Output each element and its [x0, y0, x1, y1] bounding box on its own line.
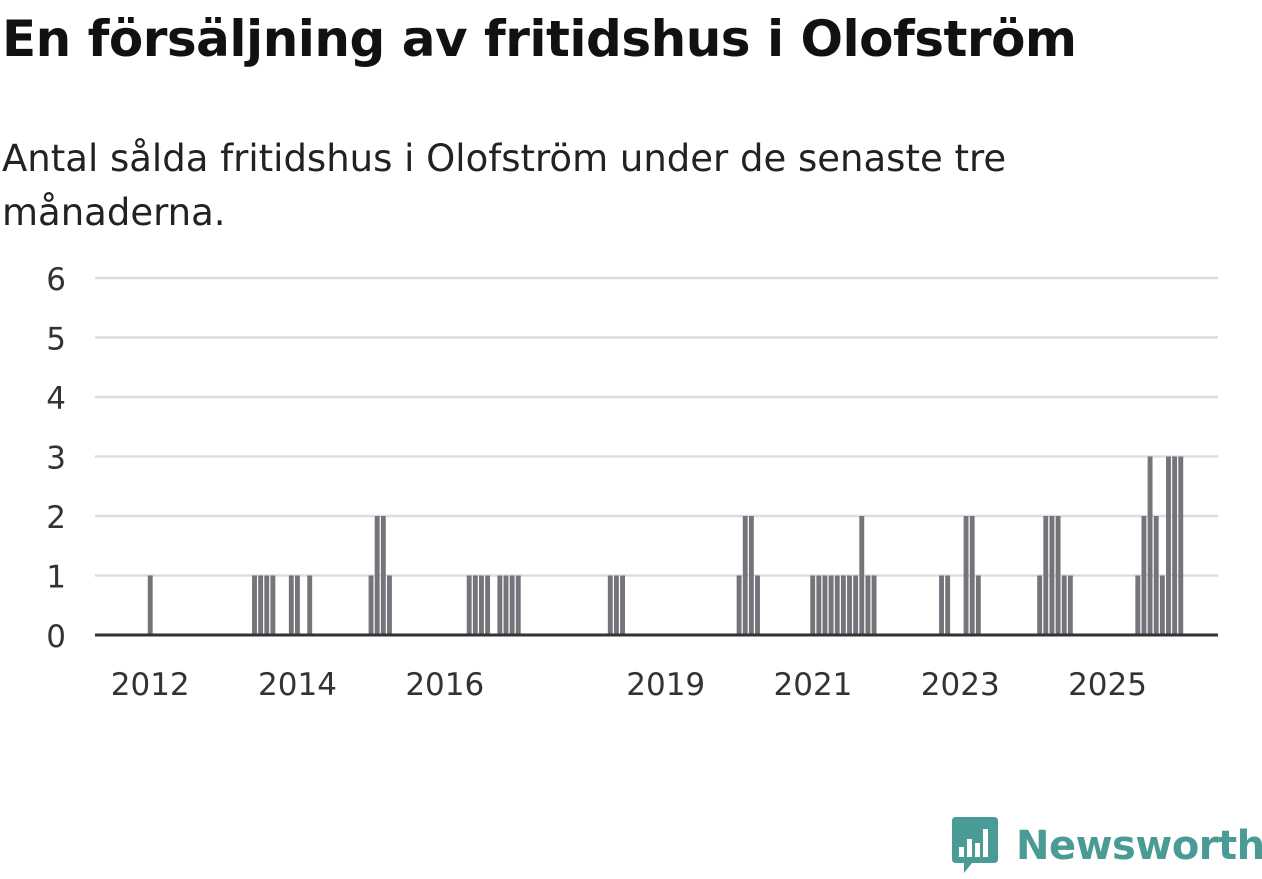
bar [748, 516, 754, 635]
bar [258, 575, 264, 635]
brand-logo: Newsworthy [950, 815, 1262, 877]
bar [939, 575, 944, 635]
bar [975, 575, 981, 635]
bar [472, 575, 478, 635]
bar [1172, 456, 1178, 635]
bar [1159, 575, 1165, 635]
bar [865, 575, 871, 635]
bar [847, 575, 852, 635]
bar [503, 575, 509, 635]
bar [264, 575, 270, 635]
bar [270, 575, 276, 635]
y-tick-label: 3 [46, 441, 66, 477]
bar [374, 516, 380, 635]
brand-name: Newsworthy [1016, 823, 1262, 869]
bar [1055, 516, 1061, 635]
x-tick-label: 2021 [774, 667, 853, 703]
grid-lines [95, 276, 1218, 577]
x-tick-label: 2016 [405, 667, 484, 703]
x-tick-label: 2025 [1068, 667, 1147, 703]
bar [853, 575, 859, 635]
bar-chart: 0 1 2 3 4 5 6 2012 2014 2016 2019 2021 2023 2025 1 [46, 262, 1218, 703]
bar [380, 516, 386, 635]
x-tick-label: 2019 [626, 667, 705, 703]
bar [736, 575, 742, 635]
bar [1147, 456, 1153, 635]
bar [147, 575, 153, 635]
bar [620, 575, 625, 635]
bar [294, 575, 300, 635]
bar [1067, 575, 1073, 635]
bar [1135, 575, 1141, 635]
bar [466, 575, 472, 635]
y-tick-label: 6 [46, 262, 66, 298]
bar [816, 575, 822, 635]
chart-subtitle: Antal sålda fritidshus i Olofström under… [2, 137, 1007, 234]
bar [963, 516, 969, 635]
bar [1043, 516, 1049, 635]
y-tick-label: 0 [46, 619, 66, 655]
bar [288, 575, 294, 635]
x-tick-label: 2014 [258, 667, 337, 703]
x-axis-ticks: 2012 2014 2016 2019 2021 2023 2025 [111, 667, 1147, 703]
bar [497, 575, 503, 635]
bar [1037, 575, 1043, 635]
bar [742, 516, 748, 635]
bar [1178, 456, 1184, 635]
bar [386, 575, 392, 635]
y-axis-ticks: 0 1 2 3 4 5 6 [46, 262, 66, 655]
bar [840, 575, 846, 635]
x-tick-label: 2023 [921, 667, 1000, 703]
bar [607, 575, 613, 635]
bar [822, 575, 828, 635]
bar [613, 575, 619, 635]
bar [859, 516, 865, 635]
bar [969, 516, 975, 635]
bar [252, 575, 257, 635]
bar [509, 575, 515, 635]
bar [834, 575, 840, 635]
bar [515, 575, 521, 635]
y-tick-label: 4 [46, 381, 66, 417]
bar [810, 575, 816, 635]
bar [1049, 516, 1055, 635]
bar [1166, 456, 1171, 635]
x-tick-label: 2012 [111, 667, 190, 703]
bar [755, 575, 760, 635]
chart-title: En försäljning av fritidshus i Olofström [2, 10, 1077, 68]
bar [945, 575, 951, 635]
bar [479, 575, 484, 635]
y-tick-label: 1 [46, 560, 66, 596]
y-tick-label: 5 [46, 322, 66, 358]
bar [1153, 516, 1159, 635]
bar [1061, 575, 1067, 635]
newsworthy-logo-icon [952, 817, 998, 873]
bar [871, 575, 877, 635]
bars [147, 456, 1184, 635]
bar [828, 575, 834, 635]
bar [368, 575, 374, 635]
y-tick-label: 2 [46, 500, 66, 536]
bar [1141, 516, 1147, 635]
bar [307, 575, 313, 635]
bar [485, 575, 491, 635]
